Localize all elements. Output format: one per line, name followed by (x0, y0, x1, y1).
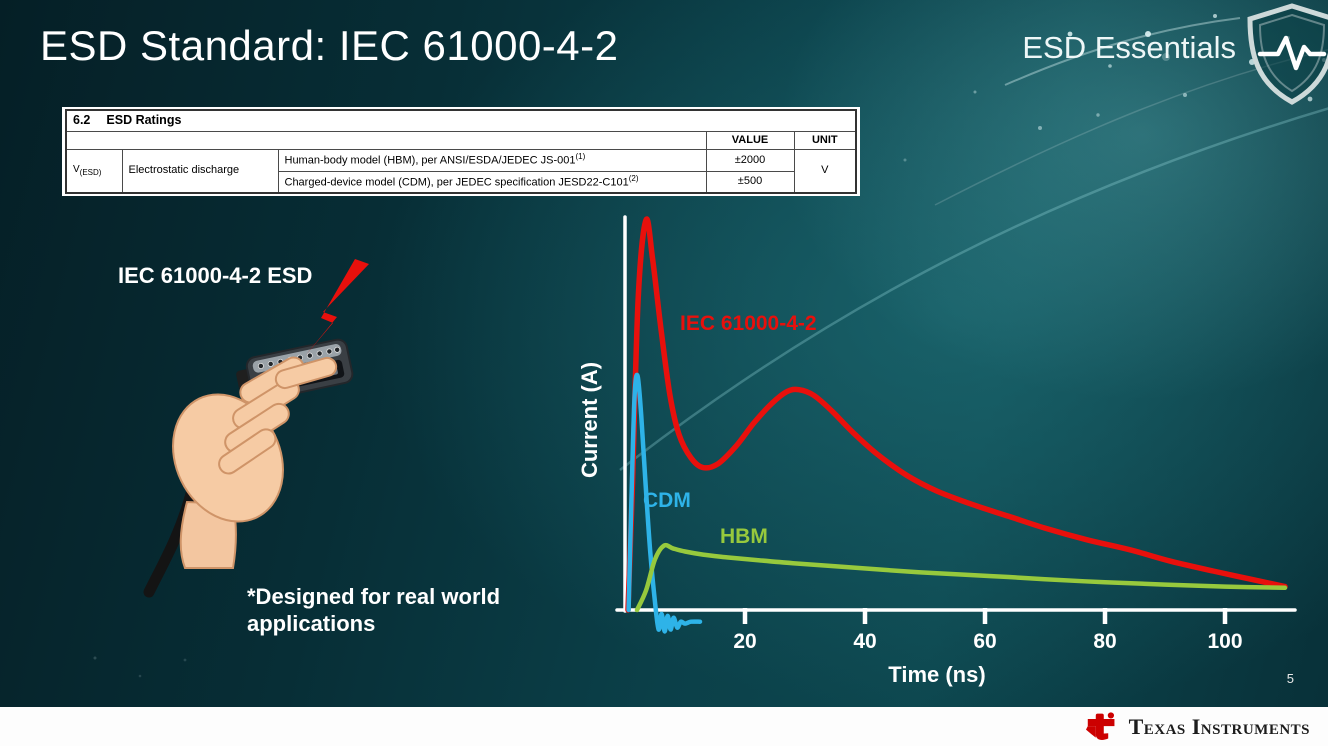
column-header-unit: UNIT (793, 130, 857, 151)
column-header-value: VALUE (705, 130, 795, 151)
curve-label-iec: IEC 61000-4-2 (680, 312, 817, 335)
param-symbol-cell: V(ESD) (65, 149, 123, 194)
value-cell-hbm: ±2000 (705, 149, 795, 172)
table-section-row: 6.2 ESD Ratings (65, 109, 857, 132)
connector-pins (257, 346, 341, 369)
x-axis-title: Time (ns) (888, 662, 985, 687)
model-cell-cdm: Charged-device model (CDM), per JEDEC sp… (277, 170, 707, 194)
x-axis-tick-label: 40 (853, 630, 876, 653)
heartbeat-pulse-icon (1257, 35, 1327, 71)
thumb (274, 356, 338, 390)
table-header-row: VALUE UNIT (65, 130, 857, 151)
illustration-caption: IEC 61000-4-2 ESD (118, 263, 313, 288)
empty-header-cell (65, 130, 707, 151)
esd-ratings-table: 6.2 ESD Ratings VALUE UNIT V(ESD) Electro… (65, 109, 858, 195)
esd-ratings-table-wrap: 6.2 ESD Ratings VALUE UNIT V(ESD) Electro… (62, 107, 861, 197)
x-axis-tick-label: 60 (973, 630, 996, 653)
table-row: V(ESD) Electrostatic discharge Human-bod… (65, 149, 857, 194)
curve-label-cdm: CDM (643, 489, 691, 512)
unit-cell: V (793, 149, 857, 194)
curve-label-hbm: HBM (720, 525, 768, 548)
shield-icon (1247, 3, 1328, 105)
y-axis-title: Current (A) (577, 362, 602, 478)
footer-bar: Texas Instruments (0, 707, 1328, 746)
table-section-title: 6.2 ESD Ratings (65, 109, 857, 132)
series-brand: ESD Essentials (1022, 30, 1236, 65)
series-curve-cdm (626, 372, 703, 634)
model-cell-hbm: Human-body model (HBM), per ANSI/ESDA/JE… (277, 149, 707, 172)
fingers (218, 356, 338, 475)
series-curve-hbm (634, 542, 1288, 613)
x-axis-tick-label: 100 (1207, 630, 1242, 653)
page-title: ESD Standard: IEC 61000-4-2 (40, 22, 619, 69)
table-row: Charged-device model (CDM), per JEDEC sp… (66, 170, 856, 194)
chart-canvas: Time (ns) Current (A) 20 40 60 80 100 (577, 215, 1297, 687)
illustration-note: *Designed for real world applications (247, 584, 501, 636)
series-curve-iec-61000-4-2 (625, 216, 1288, 613)
footer-brand: Texas Instruments (1128, 713, 1310, 739)
esd-strike-illustration (143, 259, 369, 598)
x-axis-tick-label: 20 (733, 630, 756, 653)
lightning-bolt-icon (305, 259, 369, 356)
x-axis-tick-label: 80 (1093, 630, 1116, 653)
page-number: 5 (1286, 671, 1294, 686)
param-name-cell: Electrostatic discharge (121, 149, 279, 194)
esd-waveform-chart: Time (ns) Current (A) 20 40 60 80 100 IEC 61… (555, 195, 1300, 700)
ti-logo-icon (1085, 711, 1115, 740)
value-cell-cdm: ±500 (705, 170, 795, 194)
